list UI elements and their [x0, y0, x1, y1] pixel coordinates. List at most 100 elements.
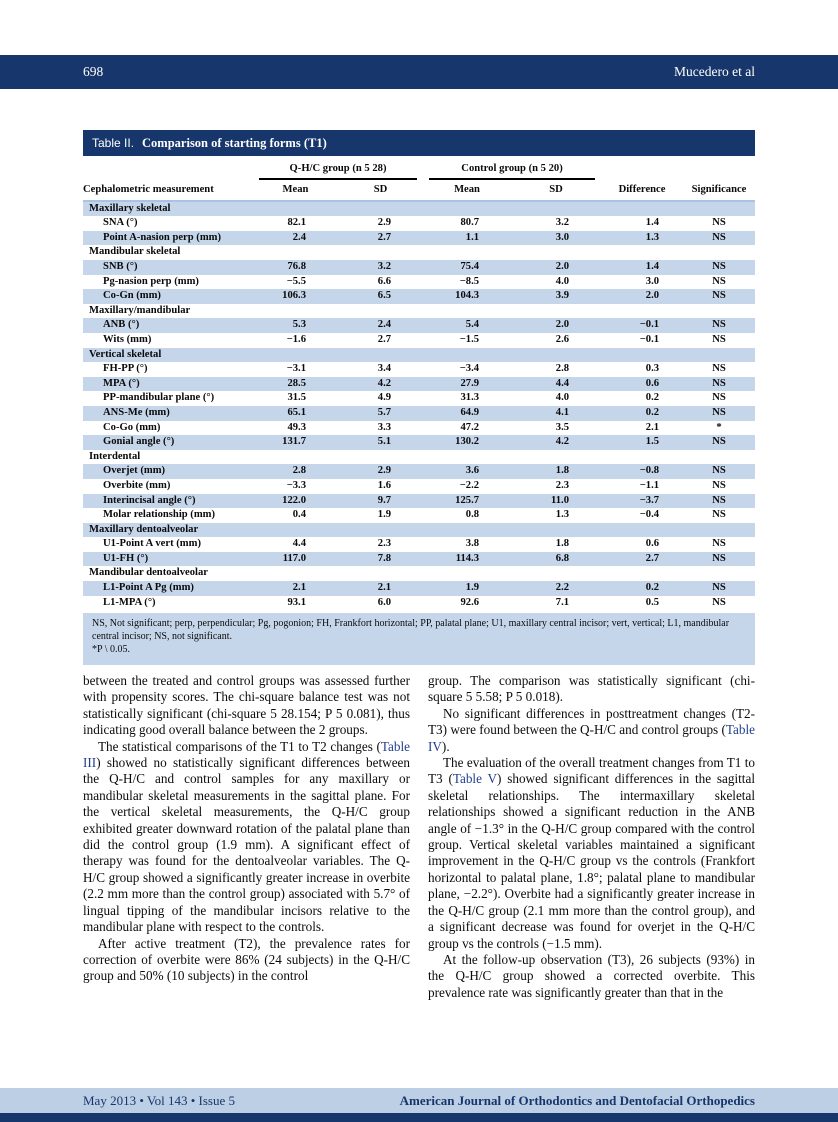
group-header-qhc: Q-H/C group (n 5 28): [253, 156, 423, 180]
cell-qhc-sd: 7.8: [377, 552, 392, 564]
footer-rule: [0, 1113, 838, 1122]
table-footnote: NS, Not significant; perp, perpendicular…: [83, 613, 755, 665]
section-label: Maxillary dentoalveolar: [89, 523, 199, 535]
cell-control-sd: 4.0: [555, 392, 570, 404]
cell-qhc-mean: 106.3: [282, 290, 306, 302]
cell-qhc-sd: 2.7: [377, 231, 392, 243]
table-row: Co-Gn (mm) 106.3 6.5 104.3 3.9 2.0 NS: [83, 289, 756, 304]
cell-control-sd: 7.1: [555, 596, 570, 608]
paragraph: The evaluation of the overall treatment …: [428, 755, 755, 952]
table-row: Co-Go (mm) 49.3 3.3 47.2 3.5 2.1 *: [83, 421, 755, 436]
empty-head-cell: [83, 156, 253, 180]
cell-control-mean: −1.5: [459, 333, 480, 345]
cell-qhc-sd: 4.9: [377, 392, 392, 404]
running-head: Mucedero et al: [674, 64, 755, 79]
cell-measurement: Point A-nasion perp (mm): [103, 231, 222, 243]
cell-difference: 1.5: [645, 436, 660, 448]
cell-qhc-sd: 6.5: [377, 290, 392, 302]
cell-measurement: L1-Point A Pg (mm): [103, 582, 194, 594]
cell-significance: NS: [712, 290, 726, 302]
cell-control-mean: 104.3: [455, 290, 480, 302]
cell-control-mean: −8.5: [459, 275, 480, 287]
table-row: Overjet (mm) 2.8 2.9 3.6 1.8 −0.8 NS: [83, 464, 756, 479]
section-label: Maxillary skeletal: [89, 202, 171, 214]
cell-measurement: SNB (°): [103, 261, 138, 273]
table-row: ANS-Me (mm) 65.1 5.7 64.9 4.1 0.2 NS: [83, 405, 756, 421]
cell-significance: NS: [712, 231, 726, 243]
cell-control-sd: 3.0: [555, 231, 570, 243]
cell-qhc-sd: 6.0: [377, 596, 392, 608]
cell-control-mean: 80.7: [460, 217, 480, 229]
cell-difference: 0.2: [645, 392, 660, 404]
section-row: Mandibular dentoalveolar: [83, 566, 755, 581]
table-row: MPA (°) 28.5 4.2 27.9 4.4 0.6 NS: [83, 376, 756, 392]
empty-head-cell: [601, 156, 683, 180]
page-header-bar: 698 Mucedero et al: [0, 55, 838, 89]
section-row: Maxillary skeletal: [83, 200, 756, 217]
cell-qhc-mean: 49.3: [287, 421, 306, 433]
cell-qhc-sd: 1.6: [377, 479, 392, 491]
cell-significance: NS: [712, 319, 726, 331]
cell-control-mean: 92.6: [460, 596, 480, 608]
cell-qhc-sd: 2.9: [377, 217, 392, 229]
section-label: Mandibular skeletal: [89, 246, 181, 258]
col-header-mean-qhc: Mean: [282, 183, 309, 195]
cell-difference: 1.4: [645, 261, 660, 273]
cell-difference: 0.2: [645, 406, 660, 418]
text-run: ) showed significant differences in the …: [428, 771, 755, 951]
col-header-sd-qhc: SD: [373, 183, 388, 195]
cell-control-sd: 6.8: [555, 552, 570, 564]
cell-difference: 2.1: [645, 421, 660, 433]
cell-control-sd: 2.8: [555, 363, 570, 375]
cell-difference: 0.2: [645, 582, 660, 594]
article-body: between the treated and control groups w…: [83, 673, 755, 1001]
paragraph: The statistical comparisons of the T1 to…: [83, 739, 410, 936]
cell-control-sd: 2.0: [555, 319, 570, 331]
cell-measurement: Interincisal angle (°): [103, 494, 196, 506]
cell-control-mean: 114.3: [455, 552, 480, 564]
column-header-row: Cephalometric measurement Mean SD Mean S…: [83, 180, 756, 201]
cell-control-mean: 3.8: [465, 538, 480, 550]
cell-difference: −0.4: [639, 509, 660, 521]
col-header-significance: Significance: [691, 183, 747, 195]
table-ref-link[interactable]: Table V: [452, 771, 498, 787]
cell-control-sd: 1.8: [555, 465, 570, 477]
table-row: SNA (°) 82.1 2.9 80.7 3.2 1.4 NS: [83, 216, 755, 231]
cell-control-mean: 64.9: [460, 406, 480, 418]
text-run: group. The comparison was statistically …: [428, 673, 755, 705]
section-label: Maxillary/mandibular: [89, 304, 191, 316]
table-row: L1-MPA (°) 93.1 6.0 92.6 7.1 0.5 NS: [83, 596, 755, 611]
empty-head-cell: [683, 156, 755, 180]
table-row: SNB (°) 76.8 3.2 75.4 2.0 1.4 NS: [83, 260, 756, 275]
cell-difference: −0.1: [639, 333, 660, 345]
table-ref-link[interactable]: Table IV: [428, 722, 755, 754]
cell-measurement: L1-MPA (°): [103, 596, 156, 608]
cell-qhc-mean: −5.5: [286, 275, 306, 287]
cell-control-mean: 47.2: [460, 421, 480, 433]
table-head: Q-H/C group (n 5 28) Control group (n 5 …: [83, 156, 756, 201]
table-ref-link[interactable]: Table III: [83, 738, 410, 771]
section-label: Interdental: [89, 450, 141, 462]
cell-measurement: FH-PP (°): [103, 363, 148, 375]
cell-qhc-mean: 28.5: [287, 377, 306, 389]
cell-qhc-sd: 1.9: [377, 509, 392, 521]
cell-significance: *: [716, 421, 722, 433]
paragraph: group. The comparison was statistically …: [428, 673, 755, 706]
cell-control-mean: 27.9: [460, 377, 480, 389]
cell-control-mean: 0.8: [465, 509, 480, 521]
table-title-bar: Table II. Comparison of starting forms (…: [83, 130, 755, 156]
cell-qhc-sd: 4.2: [377, 377, 392, 389]
cell-significance: NS: [712, 363, 726, 375]
table-row: Gonial angle (°) 131.7 5.1 130.2 4.2 1.5 NS: [83, 435, 756, 450]
cell-significance: NS: [712, 582, 726, 594]
text-run: ) showed no statistically significant di…: [83, 755, 410, 935]
group-header-qhc-label: Q-H/C group (n 5 28): [259, 163, 418, 180]
cell-qhc-mean: 93.1: [287, 596, 306, 608]
table-row: U1-FH (°) 117.0 7.8 114.3 6.8 2.7 NS: [83, 551, 756, 567]
cell-qhc-sd: 9.7: [377, 494, 392, 506]
cell-control-mean: 1.9: [465, 582, 480, 594]
cell-control-mean: 75.4: [460, 261, 480, 273]
cell-difference: 3.0: [645, 275, 660, 287]
table-title: Comparison of starting forms (T1): [142, 135, 327, 150]
section-row: Vertical skeletal: [83, 347, 756, 363]
